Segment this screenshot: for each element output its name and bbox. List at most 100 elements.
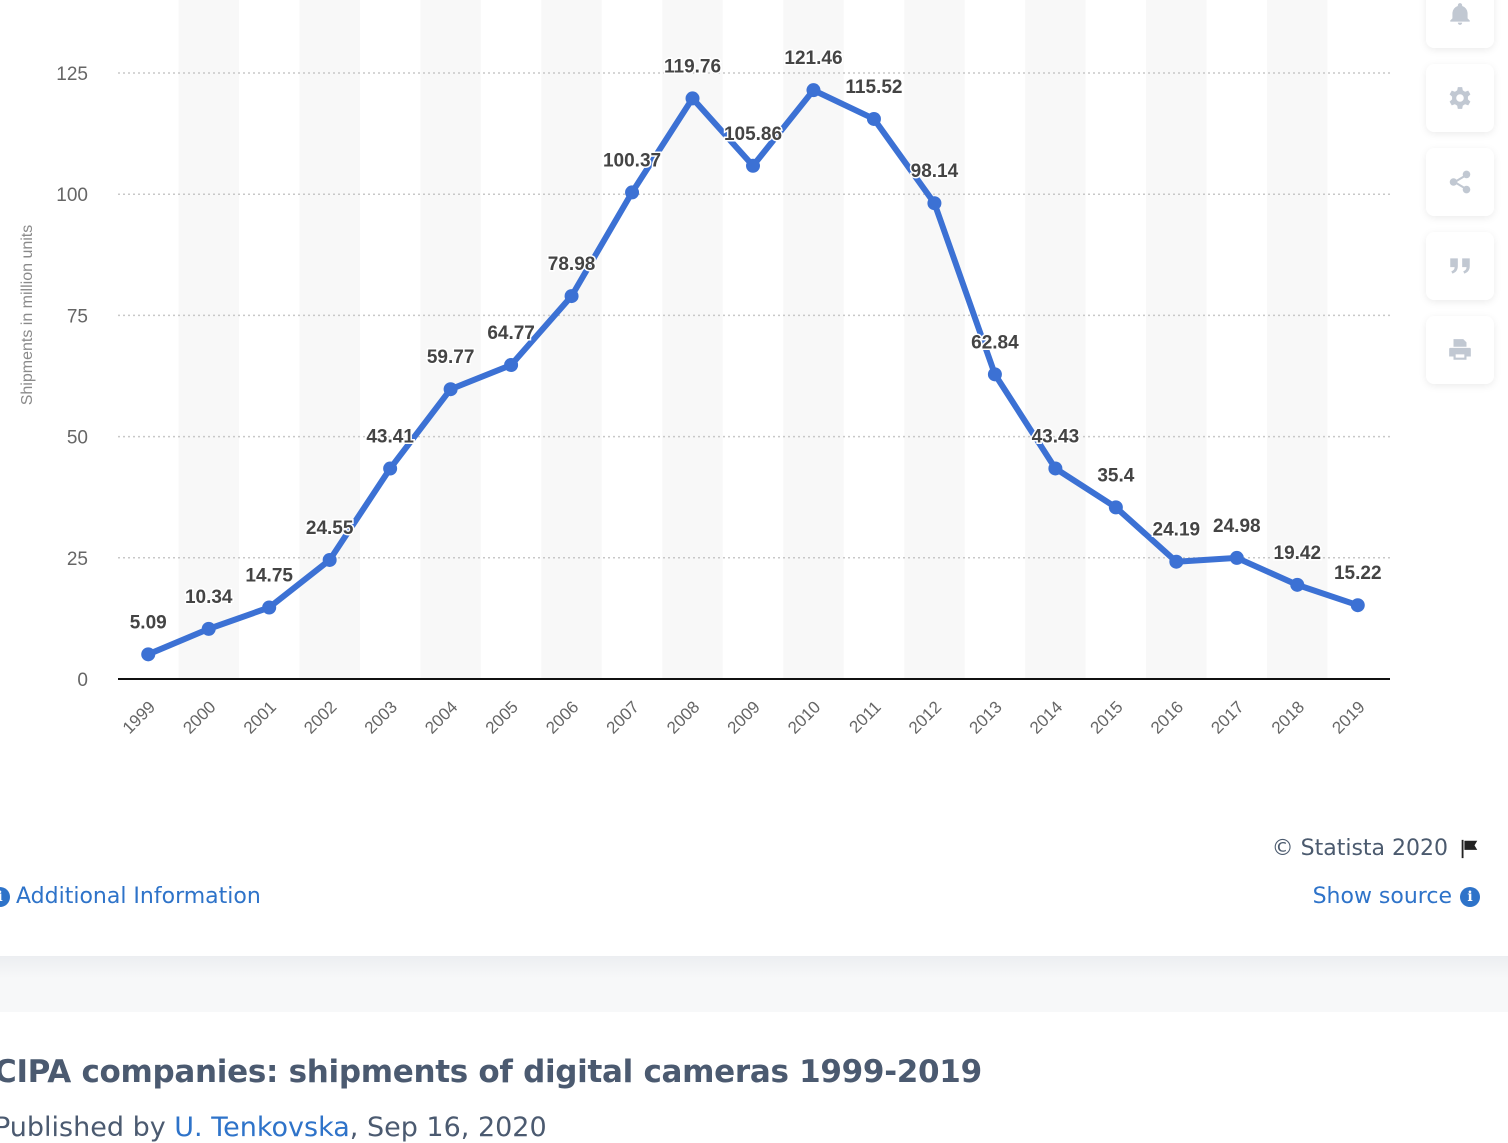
bell-icon <box>1450 3 1470 25</box>
print-icon <box>1449 339 1471 360</box>
x-tick-label: 2014 <box>1026 697 1066 737</box>
x-tick-label: 2017 <box>1207 697 1247 737</box>
data-label: 62.84 <box>971 332 1019 353</box>
quote-icon <box>1450 258 1470 274</box>
copyright-text: © Statista 2020 <box>1271 836 1448 861</box>
data-label: 115.52 <box>845 77 902 98</box>
cite-button[interactable] <box>1426 232 1494 300</box>
x-tick-label: 2012 <box>905 697 945 737</box>
data-label: 5.09 <box>130 612 167 633</box>
section-divider <box>0 956 1508 1012</box>
data-label: 24.98 <box>1213 516 1261 537</box>
line-chart: Shipments in million units 0 25 50 75 100 125… <box>19 0 1390 738</box>
side-toolbar <box>1426 0 1494 400</box>
data-point[interactable] <box>746 158 760 173</box>
show-source-label: Show source <box>1312 884 1452 909</box>
data-point[interactable] <box>1350 598 1365 613</box>
data-point[interactable] <box>201 621 216 636</box>
x-tick-label: 2005 <box>482 697 522 737</box>
y-axis-label: Shipments in million units <box>19 225 36 406</box>
additional-information-link[interactable]: i Additional Information <box>0 884 261 909</box>
additional-information-label: Additional Information <box>16 884 261 909</box>
category-band <box>178 0 239 679</box>
category-band <box>662 0 723 679</box>
x-tick-label: 2010 <box>784 697 824 737</box>
y-tick-label: 25 <box>67 549 88 570</box>
gear-icon <box>1449 87 1471 109</box>
data-label: 98.14 <box>911 161 959 182</box>
print-button[interactable] <box>1426 316 1494 384</box>
share-button[interactable] <box>1426 148 1494 216</box>
data-point[interactable] <box>927 196 942 211</box>
data-label: 24.19 <box>1153 520 1201 541</box>
data-label: 24.55 <box>306 518 354 539</box>
y-tick-label: 100 <box>56 185 88 206</box>
data-point[interactable] <box>1290 577 1305 592</box>
data-label: 64.77 <box>487 323 535 344</box>
y-tick-label: 0 <box>77 670 88 691</box>
data-point[interactable] <box>262 600 277 615</box>
data-point[interactable] <box>806 83 821 98</box>
x-tick-label: 2001 <box>240 697 280 737</box>
author-link[interactable]: U. Tenkovska <box>174 1112 350 1143</box>
x-tick-label: 2011 <box>845 697 884 736</box>
settings-button[interactable] <box>1426 64 1494 132</box>
data-point[interactable] <box>866 111 881 126</box>
data-label: 100.37 <box>603 150 661 171</box>
data-label: 43.43 <box>1032 426 1080 447</box>
x-tick-label: 2018 <box>1268 697 1308 737</box>
data-label: 119.76 <box>664 56 721 77</box>
category-band <box>1267 0 1328 679</box>
category-band <box>904 0 965 679</box>
data-label: 14.75 <box>245 565 293 586</box>
x-tick-label: 2006 <box>542 697 582 737</box>
x-tick-label: 2008 <box>663 697 703 737</box>
chart-card: Shipments in million units 0 25 50 75 100 125… <box>0 0 1494 909</box>
x-tick-label: 2009 <box>724 697 764 737</box>
category-band <box>541 0 602 679</box>
category-band <box>1146 0 1207 679</box>
data-label: 10.34 <box>185 587 233 608</box>
x-tick-label: 2019 <box>1328 697 1368 737</box>
data-label: 59.77 <box>427 347 475 368</box>
data-point[interactable] <box>1108 500 1123 515</box>
data-point[interactable] <box>383 461 398 476</box>
data-point[interactable] <box>322 552 337 567</box>
data-point[interactable] <box>625 185 640 200</box>
data-label: 105.86 <box>724 124 782 145</box>
x-tick-label: 2007 <box>603 697 643 737</box>
show-source-link[interactable]: Show source i <box>1313 884 1480 909</box>
data-label: 19.42 <box>1274 543 1322 564</box>
info-circle-icon: i <box>0 886 10 907</box>
data-point[interactable] <box>987 367 1002 382</box>
published-date: , Sep 16, 2020 <box>349 1112 547 1143</box>
notifications-button[interactable] <box>1426 0 1494 48</box>
x-tick-label: 2002 <box>300 697 340 737</box>
y-tick-label: 125 <box>56 64 88 85</box>
x-tick-label: 2013 <box>966 697 1006 737</box>
x-tick-label: 2003 <box>361 697 401 737</box>
data-label: 121.46 <box>784 48 842 69</box>
x-tick-label: 2015 <box>1087 697 1127 737</box>
x-tick-label: 2016 <box>1147 697 1187 737</box>
info-circle-icon: i <box>1460 886 1480 907</box>
statistic-title: CIPA companies: shipments of digital cam… <box>0 1054 982 1090</box>
data-point[interactable] <box>1048 461 1063 476</box>
data-point[interactable] <box>685 91 700 106</box>
data-point[interactable] <box>504 357 519 372</box>
flag-icon[interactable] <box>1458 838 1480 860</box>
data-point[interactable] <box>443 382 458 397</box>
data-label: 15.22 <box>1334 563 1382 584</box>
data-label: 78.98 <box>548 254 596 275</box>
data-point[interactable] <box>1229 550 1244 565</box>
published-prefix: Published by <box>0 1112 175 1143</box>
data-label: 43.41 <box>366 427 414 448</box>
data-point[interactable] <box>141 647 156 662</box>
data-point[interactable] <box>1169 554 1184 569</box>
x-tick-label: 1999 <box>119 697 159 737</box>
share-icon <box>1449 170 1471 194</box>
x-tick-label: 2004 <box>421 697 461 737</box>
copyright: © Statista 2020 <box>1272 836 1480 861</box>
data-point[interactable] <box>564 289 579 304</box>
y-tick-label: 75 <box>67 306 88 327</box>
